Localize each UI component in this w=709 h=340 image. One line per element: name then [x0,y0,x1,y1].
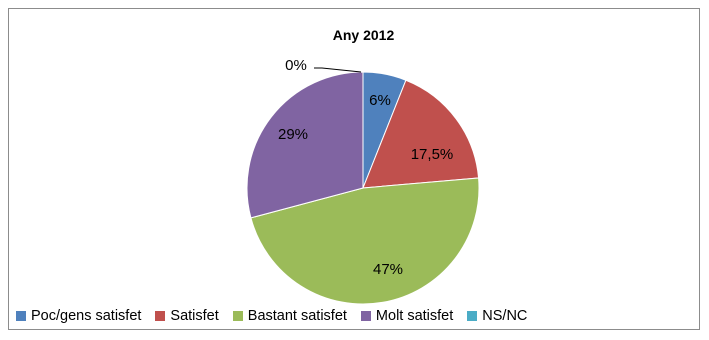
data-label-bastant-satisfet: 47% [373,261,403,278]
legend-item-ns-nc: NS/NC [467,308,527,324]
legend-label: NS/NC [482,308,528,324]
pie-slice-bastant-satisfet [250,177,480,305]
chart-title: Any 2012 [332,27,395,43]
pie-slice-satisfet [362,79,480,189]
legend: Poc/gens satisfet Satisfet Bastant satisfe… [16,308,541,324]
legend-item-molt-satisfet: Molt satisfet [360,308,454,324]
pie-slice-molt-satisfet [246,71,364,219]
legend-swatch [360,311,371,321]
legend-label: Bastant satisfet [247,308,347,324]
legend-swatch [467,311,478,321]
legend-label: Molt satisfet [375,308,454,324]
data-label-poc-gens-satisfet: 6% [369,92,391,109]
data-label-ns-nc: 0% [285,57,307,74]
legend-label: Poc/gens satisfet [31,308,142,324]
data-label-molt-satisfet: 29% [278,126,308,143]
legend-swatch [232,311,243,321]
legend-label: Satisfet [170,308,219,324]
legend-item-bastant-satisfet: Bastant satisfet [232,308,347,324]
data-label-satisfet: 17,5% [411,146,454,163]
legend-item-satisfet: Satisfet [155,308,219,324]
legend-swatch [155,311,166,321]
legend-item-poc-gens-satisfet: Poc/gens satisfet [16,308,141,324]
legend-swatch [16,311,26,321]
zero-label-leader-line [314,67,362,73]
